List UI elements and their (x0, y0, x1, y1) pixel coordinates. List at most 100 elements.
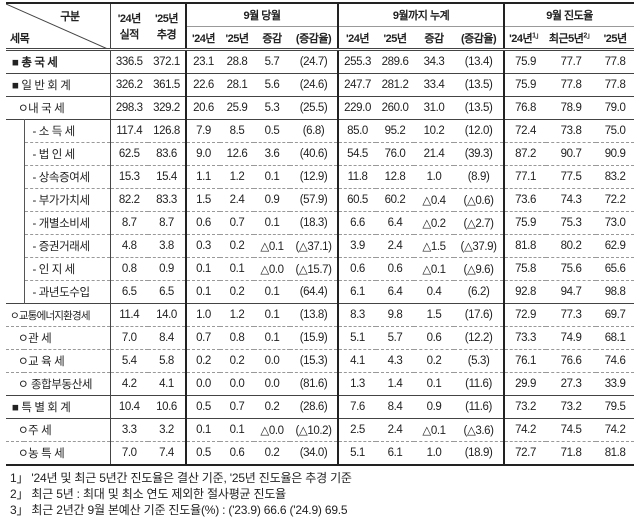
footnotes: 1」 '24년 및 최근 5년간 진도율은 결산 기준, '25년 진도율은 추… (10, 470, 640, 518)
sub-header: '25년 (376, 26, 415, 51)
table-row: ■ 특 별 회 계 10.4 10.6 0.5 0.7 0.2 (28.6) 7.6 8.4 0.… (6, 395, 635, 419)
group-progress: 9월 진도율 (503, 2, 635, 27)
value-cell: 77.8 (546, 73, 597, 97)
value-cell: 73.3 (503, 326, 547, 350)
row-label: ■ 일 반 회 계 (6, 73, 111, 97)
value-cell: (13.5) (454, 73, 505, 97)
value-cell: (12.9) (290, 165, 339, 189)
value-cell: 5.6 (254, 73, 290, 97)
value-cell: 8.5 (220, 119, 254, 143)
table-row: ㅇ내 국 세 298.3 329.2 20.6 25.9 5.3 (25.5) 229.0 26… (6, 96, 635, 120)
value-cell: 0.4 (414, 280, 455, 304)
value-cell: 54.5 (337, 142, 377, 166)
value-cell: 0.1 (254, 326, 290, 350)
table-row: - 법 인 세 62.5 83.6 9.0 12.6 3.6 (40.6) 54.5 76.0 2… (6, 142, 635, 166)
value-cell: 29.9 (503, 372, 547, 396)
value-cell: (64.4) (290, 280, 339, 304)
value-cell: △0.4 (414, 188, 455, 212)
value-cell: △0.0 (254, 257, 290, 281)
value-cell: 75.8 (503, 257, 547, 281)
value-cell: 117.4 (110, 119, 148, 143)
value-cell: (15.9) (290, 326, 339, 350)
value-cell: 83.6 (148, 142, 186, 166)
value-cell: 1.5 (185, 188, 220, 212)
value-cell: 0.2 (254, 441, 290, 466)
table-row: - 개별소비세 8.7 8.7 0.6 0.7 0.1 (18.3) 6.6 6.4 △0.2 (△… (6, 211, 635, 235)
value-cell: 4.8 (110, 234, 148, 258)
value-cell: △0.1 (414, 257, 455, 281)
value-cell: 0.6 (337, 257, 377, 281)
value-cell: 3.6 (254, 142, 290, 166)
value-cell: 81.8 (503, 234, 547, 258)
value-cell: 74.2 (503, 418, 547, 442)
value-cell: 68.1 (596, 326, 635, 350)
value-cell: 62.9 (596, 234, 635, 258)
value-cell: 0.5 (254, 119, 290, 143)
value-cell: 11.8 (337, 165, 377, 189)
value-cell: (6.2) (454, 280, 505, 304)
value-cell: 0.1 (254, 280, 290, 304)
value-cell: 329.2 (148, 96, 186, 120)
value-cell: 0.2 (220, 234, 254, 258)
row-label: ㅇ관 세 (6, 326, 111, 350)
value-cell: 80.2 (546, 234, 597, 258)
value-cell: 73.2 (503, 395, 547, 419)
value-cell: 28.8 (220, 49, 254, 74)
value-cell: (24.6) (290, 73, 339, 97)
table-row: ㅇ주 세 3.3 3.2 0.1 0.1 △0.0 (△10.2) 2.5 2.4 △0.1 (△3… (6, 418, 635, 442)
value-cell: 5.7 (254, 49, 290, 74)
value-cell: 0.1 (220, 418, 254, 442)
sub-header: (증감율) (290, 26, 339, 51)
table-row: - 인 지 세 0.8 0.9 0.1 0.1 △0.0 (△15.7) 0.6 0.6 △0.1… (6, 257, 635, 281)
value-cell: 92.8 (503, 280, 547, 304)
footnote-2: 2」 최근 5년 : 최대 및 최소 연도 제외한 절사평균 진도율 (10, 487, 287, 501)
value-cell: 0.7 (185, 326, 220, 350)
value-cell: 75.3 (546, 211, 597, 235)
value-cell: (17.6) (454, 303, 505, 327)
value-cell: 0.1 (414, 372, 455, 396)
value-cell: 6.6 (337, 211, 377, 235)
value-cell: 77.3 (546, 303, 597, 327)
value-cell: 5.3 (254, 96, 290, 120)
row-label: - 증권거래세 (24, 234, 111, 258)
value-cell: 255.3 (337, 49, 377, 74)
value-cell: 8.3 (337, 303, 377, 327)
value-cell: 85.0 (337, 119, 377, 143)
sub-header: 증감 (414, 26, 455, 51)
value-cell: 0.9 (414, 395, 455, 419)
value-cell: 9.0 (185, 142, 220, 166)
indent-cell (6, 211, 25, 235)
value-cell: 1.2 (220, 165, 254, 189)
value-cell: 1.0 (414, 165, 455, 189)
value-cell: 1.4 (376, 372, 415, 396)
value-cell: 0.1 (185, 257, 220, 281)
row-label: ㅇ내 국 세 (6, 96, 111, 120)
row-label: - 부가가치세 (24, 188, 111, 212)
value-cell: 0.8 (220, 326, 254, 350)
value-cell: 74.2 (596, 418, 635, 442)
row-label: ㅇ교통에너지환경세 (6, 303, 111, 327)
value-cell: (12.2) (454, 326, 505, 350)
value-cell: (8.9) (454, 165, 505, 189)
table-row: ㅇ농 특 세 7.0 7.4 0.5 0.6 0.2 (34.0) 5.1 6.1 1.0 (18.… (6, 441, 635, 466)
value-cell: 298.3 (110, 96, 148, 120)
value-cell: 33.4 (414, 73, 455, 97)
sub-header: '25년 (596, 26, 635, 51)
col-24-actual: '24년 실적 (110, 2, 148, 51)
tax-revenue-table: 구분 세목 '24년 실적 '25년 추경 9월 당월 9월까지 누계 9월 진도율… (6, 2, 635, 466)
value-cell: △0.0 (254, 418, 290, 442)
value-cell: 79.0 (596, 96, 635, 120)
value-cell: 22.6 (185, 73, 220, 97)
value-cell: 72.4 (503, 119, 547, 143)
value-cell: 281.2 (376, 73, 415, 97)
value-cell: 94.7 (546, 280, 597, 304)
value-cell: 76.1 (503, 349, 547, 373)
value-cell: 82.2 (110, 188, 148, 212)
value-cell: 73.0 (596, 211, 635, 235)
value-cell: (△15.7) (290, 257, 339, 281)
value-cell: 0.6 (220, 441, 254, 466)
table-row: - 과년도수입 6.5 6.5 0.1 0.2 0.1 (64.4) 6.1 6.4 0.4 (6.… (6, 280, 635, 304)
value-cell: (18.3) (290, 211, 339, 235)
value-cell: 0.1 (254, 165, 290, 189)
value-cell: 361.5 (148, 73, 186, 97)
